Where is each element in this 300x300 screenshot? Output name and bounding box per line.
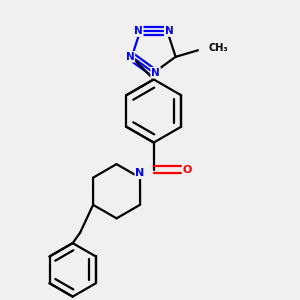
Text: N: N	[165, 26, 173, 36]
Text: N: N	[134, 26, 143, 36]
Text: O: O	[183, 165, 192, 175]
Text: N: N	[126, 52, 134, 62]
Text: N: N	[151, 68, 160, 78]
Text: CH₃: CH₃	[208, 44, 228, 53]
Text: N: N	[135, 168, 145, 178]
